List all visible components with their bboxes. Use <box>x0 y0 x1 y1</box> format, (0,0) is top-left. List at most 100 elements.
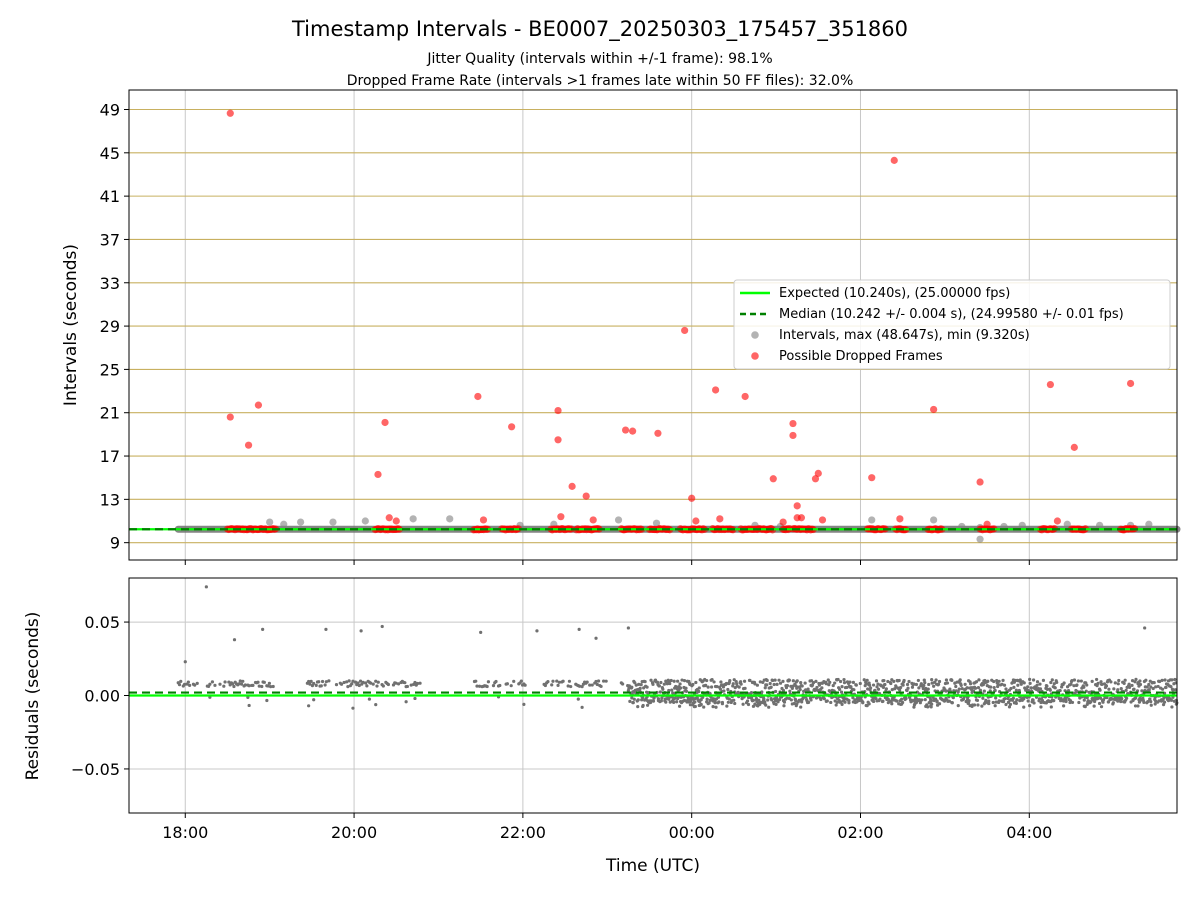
residual-point <box>1053 686 1057 690</box>
residual-point <box>1127 685 1132 689</box>
residual-point <box>770 698 774 702</box>
dropped-frame-point <box>554 406 562 415</box>
residual-point <box>208 682 212 686</box>
dropped-frame-point <box>226 109 234 117</box>
residual-point <box>1000 682 1004 686</box>
residual-point <box>800 700 804 704</box>
interval-point <box>1145 520 1153 528</box>
residual-point <box>231 682 235 686</box>
residual-point <box>320 679 325 684</box>
residual-point <box>883 682 887 687</box>
residual-point <box>868 683 872 687</box>
residual-point <box>1014 701 1018 706</box>
residual-point <box>637 682 641 686</box>
residual-point <box>474 679 478 683</box>
residual-point <box>604 679 608 683</box>
residual-point <box>626 626 630 630</box>
residual-point <box>731 682 735 686</box>
residual-point <box>651 682 655 686</box>
residual-point <box>1075 683 1079 687</box>
residual-point <box>773 678 777 682</box>
residual-point <box>866 687 870 691</box>
residual-point <box>1008 702 1013 706</box>
dropped-frame-point <box>654 429 662 437</box>
residual-point <box>1035 683 1039 687</box>
residual-point <box>767 705 771 709</box>
residual-point <box>878 697 882 701</box>
top-y-tick-label: 25 <box>100 360 120 379</box>
dropped-frame-point <box>779 518 787 526</box>
residual-point <box>799 705 803 709</box>
residual-point <box>956 690 960 694</box>
residual-point <box>266 684 270 688</box>
dropped-frame-point <box>621 426 630 434</box>
residual-point <box>1055 680 1059 685</box>
residual-point <box>820 686 824 690</box>
residual-point <box>944 678 949 682</box>
residual-point <box>858 681 862 686</box>
residual-point <box>989 685 993 689</box>
residual-point <box>725 704 729 708</box>
residual-point <box>815 685 819 690</box>
interval-point <box>361 517 369 525</box>
bottom-y-axis-label: Residuals (seconds) <box>23 612 43 781</box>
dropped-frame-point <box>474 392 482 401</box>
dropped-frame-point <box>716 515 724 523</box>
residual-point <box>764 703 768 707</box>
residual-point <box>658 690 662 694</box>
residual-point <box>668 681 672 686</box>
residual-point <box>743 686 747 690</box>
residual-point <box>477 684 482 688</box>
residual-point <box>351 679 355 683</box>
residual-point <box>1038 687 1043 691</box>
residual-point <box>877 691 882 696</box>
residual-point <box>232 684 236 689</box>
residual-point <box>935 700 939 704</box>
residual-point <box>726 700 730 704</box>
residual-point <box>1035 680 1040 684</box>
residual-point <box>1092 704 1096 708</box>
residual-point <box>641 695 645 700</box>
residual-point <box>324 627 328 632</box>
dropped-frame-point <box>868 474 876 482</box>
residual-point <box>997 699 1001 703</box>
residual-point <box>347 679 351 683</box>
residual-point <box>766 698 770 702</box>
residual-point <box>1130 679 1135 683</box>
residual-point <box>788 689 792 693</box>
residual-point <box>1019 682 1023 686</box>
residual-point <box>762 697 766 701</box>
residual-point <box>874 679 879 683</box>
dropped-frame-point <box>976 478 984 486</box>
top-y-tick-label: 33 <box>100 274 120 293</box>
top-y-tick-label: 29 <box>100 317 120 336</box>
residual-point <box>842 681 847 685</box>
dropped-frame-point <box>1070 443 1078 451</box>
top-y-tick-label: 45 <box>100 144 120 163</box>
residual-point <box>761 680 765 684</box>
residual-point <box>960 687 964 691</box>
residual-point <box>505 682 510 686</box>
residual-point <box>657 684 662 688</box>
residual-point <box>951 696 955 700</box>
residual-point <box>785 684 790 688</box>
residual-point <box>742 679 747 683</box>
residual-point <box>704 683 708 687</box>
dropped-frame-point <box>582 492 590 500</box>
chart-subtitle-line-2: Dropped Frame Rate (intervals >1 frames … <box>347 73 854 89</box>
dropped-frame-point <box>896 515 904 523</box>
residual-point <box>809 698 813 702</box>
dropped-frame-point <box>1053 517 1062 525</box>
residual-point <box>649 678 653 682</box>
residual-point <box>588 683 592 687</box>
residual-point <box>1116 682 1120 686</box>
residual-point <box>498 683 502 688</box>
residual-point <box>907 679 911 684</box>
residual-point <box>906 686 910 690</box>
residual-point <box>994 696 998 700</box>
residual-point <box>342 680 346 685</box>
legend-median-label: Median (10.242 +/- 0.004 s), (24.99580 +… <box>779 307 1124 322</box>
residual-point <box>1098 688 1102 692</box>
residual-point <box>1162 700 1167 704</box>
residual-point <box>1112 687 1116 691</box>
